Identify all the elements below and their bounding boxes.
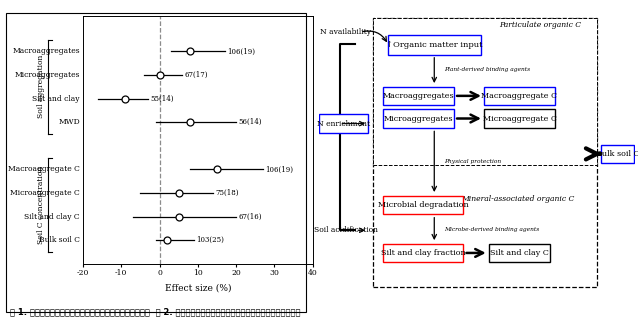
Bar: [383, 109, 454, 128]
Text: Macroaggregates: Macroaggregates: [383, 92, 454, 100]
Text: Silt and clay C: Silt and clay C: [24, 213, 80, 221]
Bar: [601, 145, 634, 163]
Text: Silt and clay C: Silt and clay C: [490, 249, 549, 257]
Text: Microbial degradation: Microbial degradation: [378, 201, 468, 209]
Text: Macroaggregate C: Macroaggregate C: [8, 165, 80, 173]
Text: ↑Organic matter input: ↑Organic matter input: [386, 41, 482, 49]
Text: N availability: N availability: [320, 28, 371, 36]
Bar: [388, 35, 481, 55]
Text: Bulk soil C: Bulk soil C: [596, 150, 638, 158]
Text: 56(14): 56(14): [239, 118, 262, 126]
X-axis label: Effect size (%): Effect size (%): [165, 283, 231, 292]
Text: 75(18): 75(18): [216, 189, 239, 197]
Text: 106(19): 106(19): [227, 47, 255, 55]
Text: 67(16): 67(16): [239, 213, 262, 221]
Text: Soil acidification: Soil acidification: [314, 226, 378, 234]
Text: MWD: MWD: [58, 118, 80, 126]
Bar: [373, 18, 597, 287]
Text: 图 1. 氮富集对生态系统土壤团聺体及其有机碘含量影响结果  图 2. 土壤团聺体及其碘储存对氮富集的潜在响应机制与新途径: 图 1. 氮富集对生态系统土壤团聺体及其有机碘含量影响结果 图 2. 土壤团聺体…: [10, 308, 300, 316]
Text: Soil aggregation: Soil aggregation: [37, 55, 45, 119]
Text: Macroaggregate C: Macroaggregate C: [482, 92, 558, 100]
Text: 55(14): 55(14): [151, 94, 174, 103]
Text: Mineral-associated organic C: Mineral-associated organic C: [461, 195, 575, 203]
Text: Microaggregate C: Microaggregate C: [482, 114, 556, 122]
Bar: [383, 244, 463, 262]
Bar: [319, 114, 368, 133]
Bar: [484, 87, 555, 105]
Text: Microaggregate C: Microaggregate C: [10, 189, 80, 197]
Bar: [373, 18, 597, 165]
Text: Physical protection: Physical protection: [444, 159, 501, 164]
Text: Microaggregates: Microaggregates: [15, 71, 80, 79]
Text: Silt and clay fraction: Silt and clay fraction: [381, 249, 466, 257]
Text: Macroaggregates: Macroaggregates: [12, 47, 80, 55]
Bar: [383, 87, 454, 105]
Text: Bulk soil C: Bulk soil C: [39, 236, 80, 244]
Bar: [383, 196, 463, 214]
Text: Soil C concentration: Soil C concentration: [37, 166, 45, 244]
Text: 67(17): 67(17): [185, 71, 208, 79]
Text: Particulate organic C: Particulate organic C: [499, 21, 581, 29]
Text: N enrichment: N enrichment: [316, 120, 370, 128]
Text: Silt and clay: Silt and clay: [33, 94, 80, 103]
Text: 106(19): 106(19): [265, 165, 293, 173]
Text: Microbe-derived binding agents: Microbe-derived binding agents: [444, 227, 539, 232]
Bar: [489, 244, 551, 262]
Bar: [484, 109, 555, 128]
Text: Microaggregates: Microaggregates: [383, 114, 453, 122]
Text: Plant-derived binding agents: Plant-derived binding agents: [444, 67, 530, 72]
Text: 103(25): 103(25): [197, 236, 224, 244]
